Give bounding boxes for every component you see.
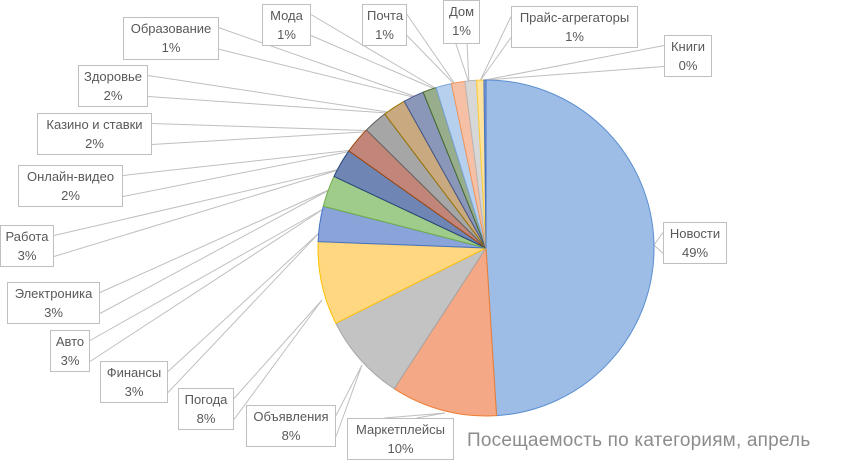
leader-lines xyxy=(53,14,665,437)
pie-slice xyxy=(335,247,487,390)
leader-line xyxy=(122,148,363,176)
data-label: Объявления 8% xyxy=(246,405,336,447)
leader-line xyxy=(233,299,323,399)
leader-line xyxy=(89,207,326,362)
leader-line xyxy=(151,123,381,132)
data-label-category: Погода xyxy=(184,392,228,407)
data-label-category: Финансы xyxy=(106,365,162,380)
data-label-category: Образование xyxy=(130,21,212,36)
data-label-percent: 1% xyxy=(277,27,296,42)
data-label: Здоровье 2% xyxy=(78,65,148,107)
data-label-category: Онлайн-видео xyxy=(26,169,115,184)
leader-line xyxy=(479,37,512,82)
leader-line xyxy=(653,232,664,246)
data-label-category: Работа xyxy=(5,229,49,244)
data-label-percent: 2% xyxy=(85,136,104,151)
data-label: Онлайн-видео 2% xyxy=(18,165,123,207)
leader-line xyxy=(147,75,402,115)
data-label: Книги 0% xyxy=(664,35,712,77)
data-label-percent: 3% xyxy=(124,384,144,399)
leader-line xyxy=(167,231,321,372)
data-label-category: Авто xyxy=(55,334,85,349)
data-label-category: Книги xyxy=(670,39,706,54)
data-label: Мода 1% xyxy=(262,4,311,46)
data-label-category: Почта xyxy=(367,8,404,23)
data-label-percent: 8% xyxy=(196,411,216,426)
data-label-percent: 3% xyxy=(44,305,63,320)
leader-line xyxy=(484,66,665,81)
leader-line xyxy=(416,412,446,419)
data-label-category: Казино и ставки xyxy=(46,117,143,132)
leader-line xyxy=(484,45,665,81)
pie-slice xyxy=(393,247,498,417)
leader-line xyxy=(53,167,346,257)
data-label-percent: 0% xyxy=(678,58,698,73)
data-label: Работа 3% xyxy=(0,225,54,267)
data-label: Дом 1% xyxy=(443,0,480,44)
data-label-percent: 1% xyxy=(375,27,394,42)
leader-line xyxy=(151,130,381,145)
leader-line xyxy=(99,187,334,314)
leader-line xyxy=(89,207,326,341)
data-label-percent: 1% xyxy=(565,29,584,44)
data-label: Прайс-агрегаторы 1% xyxy=(511,6,638,48)
leader-line xyxy=(466,43,470,84)
data-label-percent: 2% xyxy=(61,188,80,203)
data-label: Казино и ставки 2% xyxy=(37,113,152,155)
leader-line xyxy=(479,16,512,82)
data-label: Погода 8% xyxy=(178,388,234,430)
pie-slice xyxy=(483,79,487,249)
leader-line xyxy=(335,364,363,437)
leader-line xyxy=(455,43,470,84)
data-label-category: Электроника xyxy=(14,286,93,301)
leader-line xyxy=(147,96,402,115)
data-label-category: Здоровье xyxy=(83,69,143,84)
data-label-category: Новости xyxy=(669,226,721,241)
leader-line xyxy=(122,148,363,197)
data-label-category: Мода xyxy=(270,8,303,23)
leader-line xyxy=(406,14,458,88)
pie-slice xyxy=(485,79,655,417)
leader-line xyxy=(310,35,443,93)
data-label: Маркетплейсы 10% xyxy=(347,418,454,460)
data-label-category: Объявления xyxy=(253,409,329,424)
data-label-percent: 3% xyxy=(17,248,37,263)
data-label: Финансы 3% xyxy=(100,361,168,403)
data-label: Электроника 3% xyxy=(7,282,100,324)
leader-line xyxy=(167,231,321,393)
data-label-category: Маркетплейсы xyxy=(356,422,445,437)
leader-line xyxy=(310,14,443,93)
leader-line xyxy=(233,299,323,420)
leader-line xyxy=(218,48,426,101)
data-label-percent: 49% xyxy=(681,245,709,260)
data-label: Образование 1% xyxy=(123,17,219,60)
leader-line xyxy=(653,244,664,254)
pie-slices xyxy=(317,79,655,417)
leader-line xyxy=(406,35,458,88)
chart-title: Посещаемость по категориям, апрель xyxy=(467,430,811,451)
data-label: Почта 1% xyxy=(362,4,407,46)
leader-line xyxy=(218,27,426,101)
data-label-percent: 1% xyxy=(452,23,471,38)
data-label-category: Прайс-агрегаторы xyxy=(519,10,630,25)
data-label-percent: 8% xyxy=(281,428,301,443)
data-label-percent: 3% xyxy=(60,353,80,368)
data-label-percent: 10% xyxy=(387,441,414,456)
leader-line xyxy=(335,364,363,416)
data-label-percent: 1% xyxy=(161,40,181,55)
leader-line xyxy=(384,412,446,419)
data-label-category: Дом xyxy=(448,4,475,19)
data-label: Новости 49% xyxy=(663,222,727,264)
data-label: Авто 3% xyxy=(50,330,90,372)
leader-line xyxy=(99,187,334,293)
data-label-percent: 2% xyxy=(103,88,123,103)
leader-line xyxy=(53,167,346,236)
